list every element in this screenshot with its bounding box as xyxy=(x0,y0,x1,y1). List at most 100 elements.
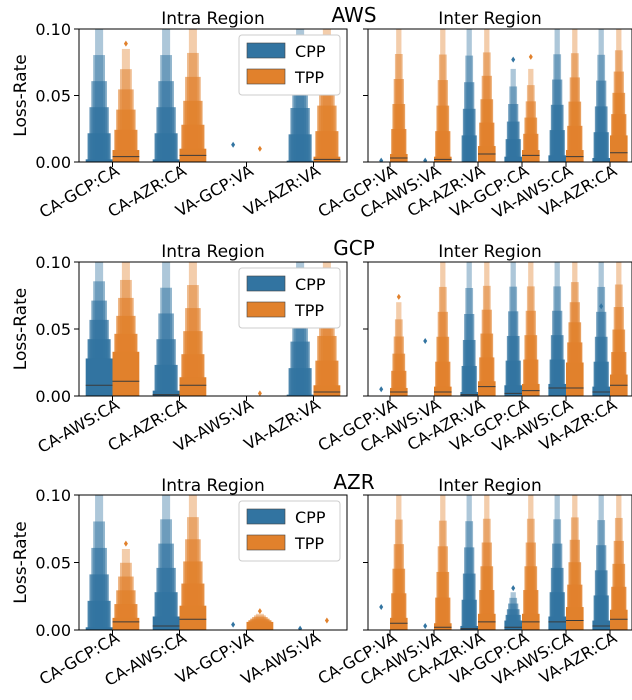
plot-area xyxy=(85,495,329,630)
box-tpp xyxy=(610,135,628,162)
box-cpp xyxy=(154,364,178,396)
x-tick-label: VA-AZR:VA xyxy=(241,395,324,454)
y-tick-label: 0.10 xyxy=(35,253,71,272)
y-axis-label: Loss-Rate xyxy=(11,54,31,136)
box-cpp xyxy=(87,133,111,162)
box-cpp xyxy=(85,358,113,396)
box-cpp xyxy=(592,620,610,630)
outlier-marker xyxy=(324,617,329,624)
box-cpp xyxy=(504,385,522,396)
outlier-marker xyxy=(379,386,384,393)
panel-intra: CPP TPP xyxy=(74,494,348,635)
outlier-marker xyxy=(423,157,428,162)
box-cpp xyxy=(548,616,566,630)
box-tpp xyxy=(112,617,140,630)
box-cpp xyxy=(460,391,478,396)
box-cpp xyxy=(461,365,477,396)
box-tpp xyxy=(112,150,140,162)
outlier-marker xyxy=(423,338,428,345)
panel-title: Inter Region xyxy=(438,242,542,262)
outlier-marker xyxy=(396,293,401,300)
x-tick-label: VA-AZR:VA xyxy=(241,161,324,220)
panel-title: Intra Region xyxy=(161,242,264,262)
panel-title: Inter Region xyxy=(438,476,542,496)
legend: CPP TPP xyxy=(238,500,341,562)
box-tpp xyxy=(179,377,207,396)
box-tpp xyxy=(566,607,584,630)
plot-area xyxy=(379,29,628,162)
legend-swatch-tpp xyxy=(246,68,286,85)
box-cpp xyxy=(85,627,113,630)
box-cpp xyxy=(288,368,312,396)
box-tpp xyxy=(435,597,451,630)
legend-swatch-cpp xyxy=(246,42,286,59)
y-tick-label: 0.05 xyxy=(35,554,71,573)
outlier-marker xyxy=(123,540,128,547)
box-cpp xyxy=(504,620,522,630)
outlier-marker xyxy=(599,303,604,310)
legend-label-tpp: TPP xyxy=(294,301,324,320)
legend: CPP TPP xyxy=(238,34,341,96)
y-tick-label: 0.00 xyxy=(35,153,71,172)
legend-swatch-cpp xyxy=(246,275,286,292)
outlier-marker xyxy=(231,141,236,148)
box-cpp xyxy=(288,134,312,162)
outlier-marker xyxy=(379,157,384,162)
panel-intra: CPP TPP xyxy=(74,261,348,401)
box-tpp xyxy=(179,605,207,630)
box-cpp xyxy=(549,130,565,162)
box-cpp xyxy=(152,616,180,630)
plot-area xyxy=(379,262,628,396)
box-tpp xyxy=(478,381,496,396)
y-axis-label: Loss-Rate xyxy=(11,521,31,603)
box-tpp xyxy=(434,623,452,630)
y-tick-label: 0.00 xyxy=(35,387,71,406)
box-cpp xyxy=(286,394,314,396)
legend-swatch-tpp xyxy=(246,301,286,318)
legend-label-cpp: CPP xyxy=(295,275,326,294)
y-tick-label: 0.10 xyxy=(35,20,71,39)
legend-swatch-tpp xyxy=(246,534,286,551)
box-tpp xyxy=(246,621,274,630)
outlier-marker xyxy=(298,625,303,630)
outlier-marker xyxy=(257,608,262,615)
outlier-marker xyxy=(511,56,516,63)
box-tpp xyxy=(390,617,408,630)
box-cpp xyxy=(461,135,477,162)
box-tpp xyxy=(313,385,341,396)
box-tpp xyxy=(522,383,540,396)
y-axis-label: Loss-Rate xyxy=(11,288,31,370)
box-cpp xyxy=(154,133,178,162)
box-cpp xyxy=(87,600,111,630)
outlier-marker xyxy=(528,53,533,60)
outlier-marker xyxy=(511,585,516,592)
legend-label-tpp: TPP xyxy=(294,68,324,87)
outlier-marker xyxy=(123,40,128,47)
box-tpp xyxy=(566,362,584,396)
box-tpp xyxy=(112,351,140,396)
legend: CPP TPP xyxy=(238,267,341,329)
y-tick-label: 0.05 xyxy=(35,87,71,106)
outlier-marker xyxy=(257,145,262,152)
outlier-marker xyxy=(423,622,428,629)
box-tpp xyxy=(315,131,339,162)
legend-label-cpp: CPP xyxy=(295,42,326,61)
panel-inter xyxy=(363,261,632,401)
legend-label-cpp: CPP xyxy=(295,508,326,527)
y-tick-label: 0.00 xyxy=(35,621,71,640)
box-tpp xyxy=(522,150,540,162)
axes-frame xyxy=(367,494,632,631)
box-tpp xyxy=(434,386,452,396)
panel-inter xyxy=(363,494,632,635)
box-cpp xyxy=(548,155,566,162)
panel-title: Intra Region xyxy=(161,9,264,29)
box-cpp xyxy=(152,390,180,396)
box-cpp xyxy=(592,158,610,162)
box-cpp xyxy=(592,386,610,396)
box-tpp xyxy=(610,609,628,630)
legend-swatch-cpp xyxy=(246,508,286,525)
panel-title: Intra Region xyxy=(161,476,264,496)
plot-area xyxy=(379,495,628,630)
y-tick-label: 0.05 xyxy=(35,320,71,339)
